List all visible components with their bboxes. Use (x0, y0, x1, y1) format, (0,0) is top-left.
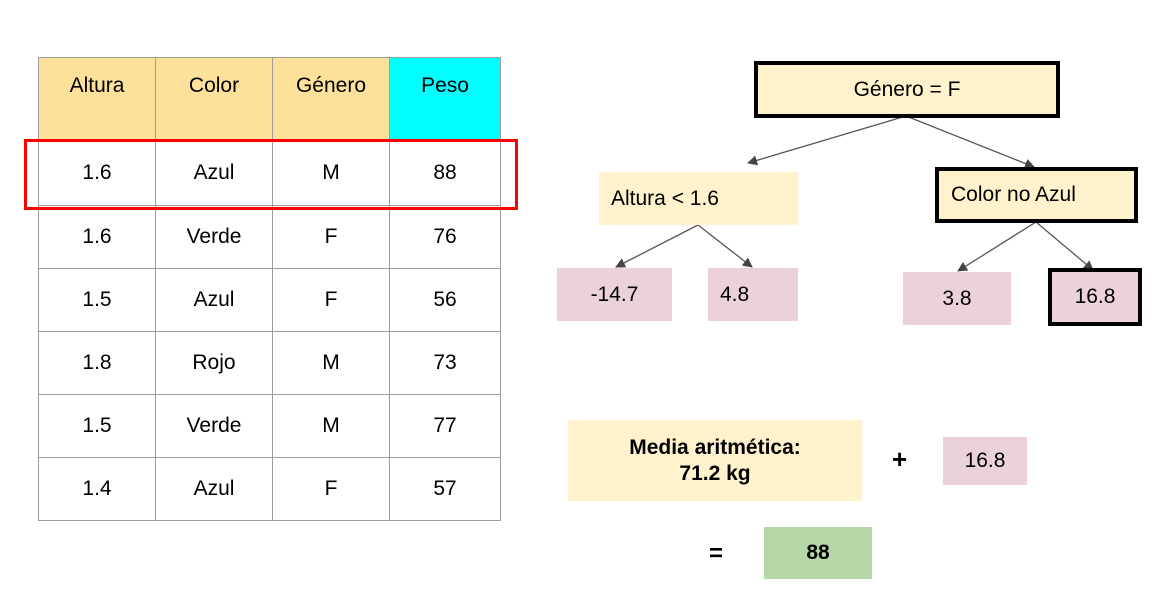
tree-split-color: Color no Azul (935, 167, 1138, 223)
table-header-row: Altura Color Género Peso (38, 57, 501, 140)
tree-leaf: 3.8 (903, 272, 1011, 325)
table-row: 1.6 Azul M 88 (38, 139, 501, 206)
table-row: 1.4 Azul F 57 (38, 457, 501, 521)
table-cell: Rojo (155, 331, 273, 395)
plus-sign: + (892, 444, 908, 474)
table-cell: Verde (155, 205, 273, 269)
tree-root-node: Género = F (754, 61, 1060, 118)
table-cell: 57 (389, 457, 501, 521)
tree-leaf-selected: 16.8 (1048, 268, 1142, 326)
table-cell: 1.6 (38, 139, 156, 206)
edge-root-right (905, 115, 1035, 169)
mean-label: Media aritmética: (629, 435, 801, 459)
table-row: 1.5 Azul F 56 (38, 268, 501, 332)
table-cell: 76 (389, 205, 501, 269)
table-cell: 1.5 (38, 268, 156, 332)
leaf-value-box: 16.8 (943, 437, 1027, 485)
equals-sign: = (709, 540, 724, 567)
table-row: 1.5 Verde M 77 (38, 394, 501, 458)
result-box: 88 (764, 527, 872, 579)
table-cell: 1.4 (38, 457, 156, 521)
table-cell: 88 (389, 139, 501, 206)
edge-left-leaf1 (615, 224, 699, 268)
table-cell: 1.6 (38, 205, 156, 269)
tree-leaf: -14.7 (557, 268, 672, 321)
table-row: 1.6 Verde F 76 (38, 205, 501, 269)
mean-box: Media aritmética: 71.2 kg (568, 420, 862, 501)
table-cell: M (272, 139, 390, 206)
table-cell: Azul (155, 139, 273, 206)
table-cell: Azul (155, 457, 273, 521)
header-altura: Altura (38, 57, 156, 140)
edge-right-leaf3 (957, 221, 1037, 272)
edge-root-left (747, 115, 907, 166)
header-peso: Peso (389, 57, 501, 140)
edge-left-leaf2 (697, 224, 753, 268)
edge-right-leaf4 (1035, 221, 1094, 271)
row-highlight (24, 139, 518, 210)
table-cell: F (272, 268, 390, 332)
tree-leaf: 4.8 (708, 268, 798, 321)
table-row: 1.8 Rojo M 73 (38, 331, 501, 395)
data-table: Altura Color Género Peso 1.6 Azul M 88 1… (38, 57, 501, 521)
table-cell: Azul (155, 268, 273, 332)
tree-split-altura: Altura < 1.6 (599, 172, 798, 225)
mean-value: 71.2 kg (679, 461, 751, 485)
table-cell: M (272, 394, 390, 458)
table-cell: F (272, 457, 390, 521)
table-cell: M (272, 331, 390, 395)
table-cell: 77 (389, 394, 501, 458)
